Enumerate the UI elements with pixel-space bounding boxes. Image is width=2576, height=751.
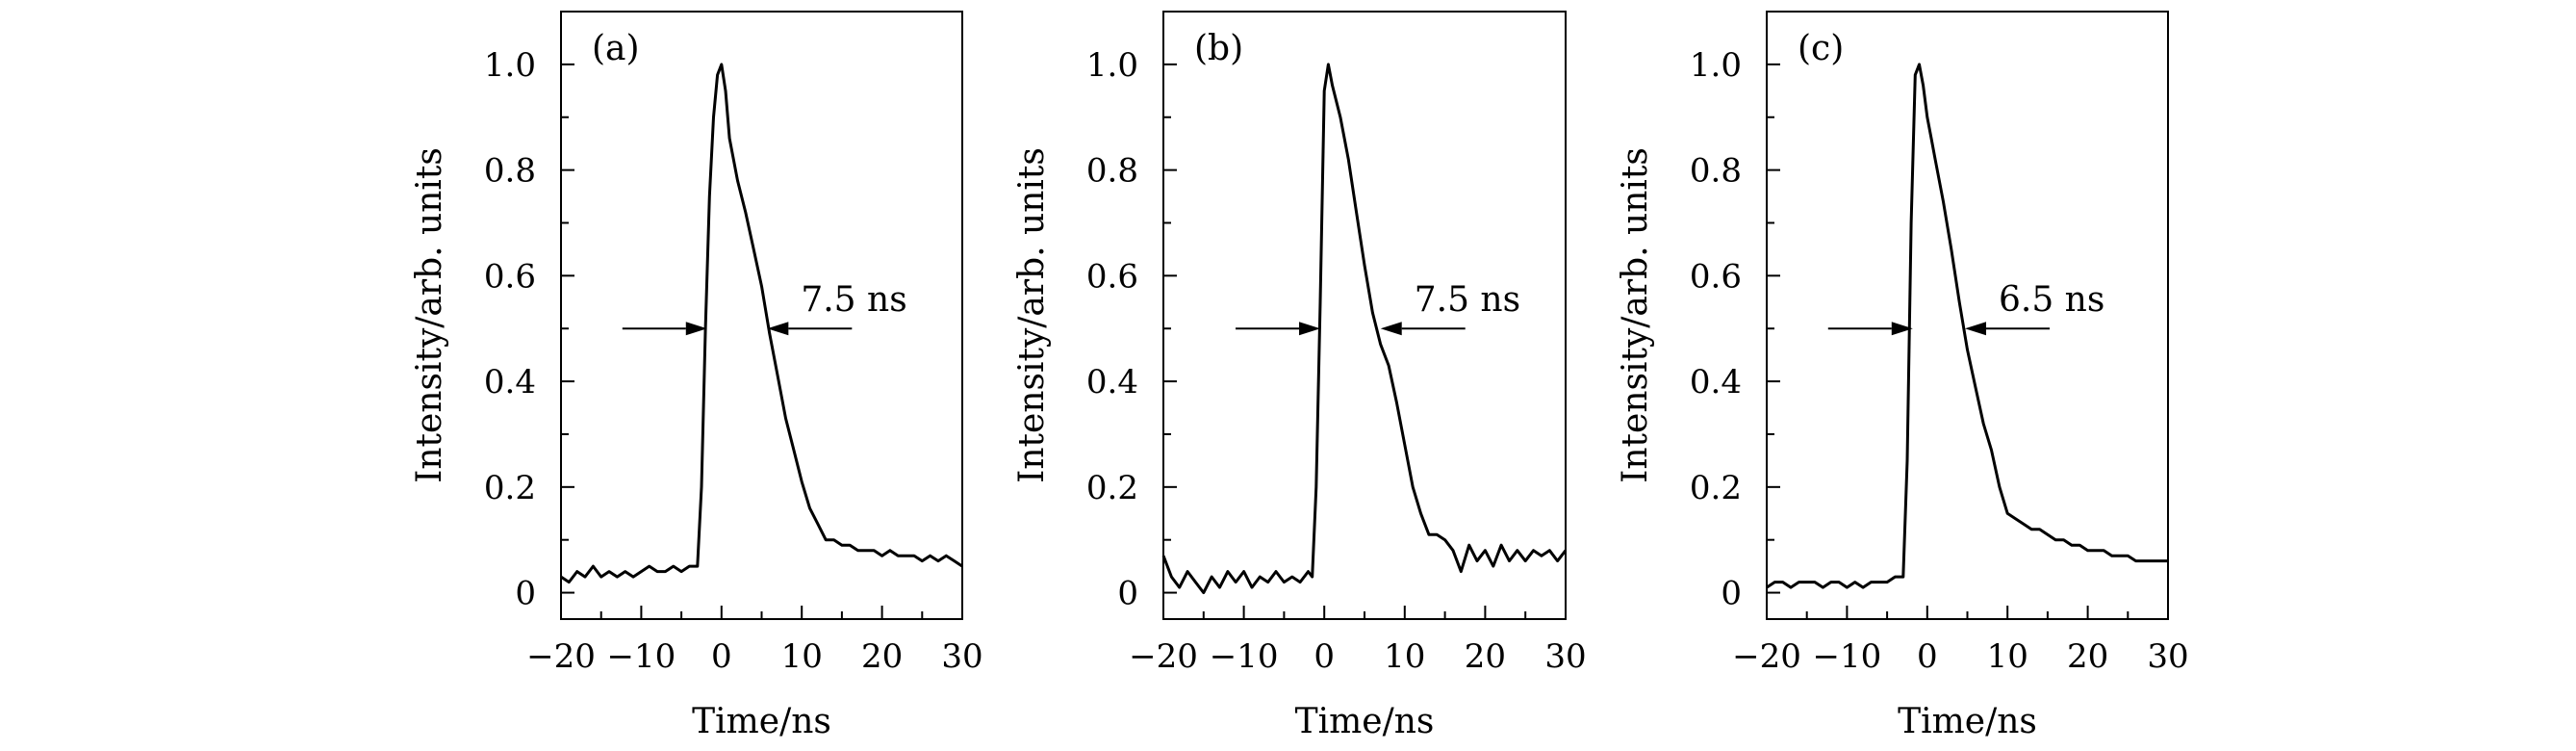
y-tick-label: 0.6: [1086, 257, 1138, 296]
y-tick-label: 0.4: [1690, 363, 1742, 401]
y-tick-label: 0.2: [1086, 469, 1138, 507]
series-line-1: [560, 63, 963, 584]
x-tick-label: 20: [861, 637, 903, 676]
panel-label: (a): [592, 29, 640, 68]
y-tick-label: 1.0: [1690, 46, 1742, 85]
x-tick-label: 30: [1544, 637, 1586, 676]
fwhm-label: 7.5 ns: [1415, 280, 1520, 320]
y-tick-label: 1.0: [1086, 46, 1138, 85]
y-tick-label: 0.4: [484, 363, 536, 401]
y-tick-label: 0.6: [1690, 257, 1742, 296]
y-tick-label: 1.0: [484, 46, 536, 85]
arrow-left-head: [1891, 322, 1913, 336]
panel-label: (c): [1798, 29, 1844, 68]
arrow-right-head: [1964, 322, 1986, 336]
chart-panel-3: −20 −10 0 10 20 30 0 0.2 0.4 0.6 0.8 1.0 Time/ns Inte…: [1616, 11, 2189, 741]
y-tick-label: 0.2: [1690, 469, 1742, 507]
x-tick-label: 0: [1917, 637, 1938, 676]
x-tick-label: −10: [607, 637, 676, 676]
chart-panel-2: −20 −10 0 10 20 30 0 0.2 0.4 0.6 0.8 1.0 Time/ns Inte…: [1012, 11, 1587, 741]
y-tick-label: 0.8: [1690, 152, 1742, 191]
y-tick-label: 0.6: [484, 257, 536, 296]
x-tick-label: 30: [941, 637, 982, 676]
series-line-1: [1161, 63, 1568, 595]
series-line-1: [1766, 63, 2168, 589]
x-tick-label: 30: [2147, 637, 2188, 676]
x-axis-title: Time/ns: [1898, 702, 2037, 741]
arrow-left-head: [1299, 322, 1321, 336]
y-tick-label: 0.4: [1086, 363, 1138, 401]
panel-label: (b): [1194, 29, 1243, 68]
y-tick-label: 0.8: [484, 152, 536, 191]
y-tick-label: 0.8: [1086, 152, 1138, 191]
x-axis-title: Time/ns: [1295, 702, 1435, 741]
y-tick-label: 0.2: [484, 469, 536, 507]
x-tick-label: −10: [1813, 637, 1882, 676]
arrow-left-head: [685, 322, 707, 336]
x-tick-label: −10: [1210, 637, 1279, 676]
plot-frame: [1766, 11, 2169, 620]
x-tick-label: −20: [1732, 637, 1801, 676]
y-axis-title: Intensity/arb. units: [1616, 147, 1655, 483]
fwhm-label: 6.5 ns: [1999, 280, 2104, 320]
x-tick-label: 20: [1465, 637, 1506, 676]
x-tick-label: 20: [2067, 637, 2108, 676]
x-tick-label: 10: [1987, 637, 2028, 676]
y-axis-title: Intensity/arb. units: [1012, 147, 1052, 483]
y-tick-label: 0: [1721, 575, 1742, 613]
x-tick-label: −20: [1129, 637, 1198, 676]
x-tick-label: −20: [526, 637, 596, 676]
arrow-right-head: [1380, 322, 1402, 336]
x-tick-label: 10: [1384, 637, 1425, 676]
x-tick-label: 0: [711, 637, 732, 676]
arrow-right-head: [767, 322, 789, 336]
y-tick-label: 0: [1117, 575, 1138, 613]
y-axis-title: Intensity/arb. units: [410, 147, 449, 483]
x-axis-title: Time/ns: [692, 702, 831, 741]
y-tick-label: 0: [515, 575, 536, 613]
x-tick-label: 10: [781, 637, 823, 676]
fwhm-label: 7.5 ns: [801, 280, 906, 320]
x-tick-label: 0: [1314, 637, 1335, 676]
chart-panel-1: −20 −10 0 10 20 30 0 0.2 0.4 0.6 0.8 1.0 Time/ns Inte…: [410, 11, 983, 741]
